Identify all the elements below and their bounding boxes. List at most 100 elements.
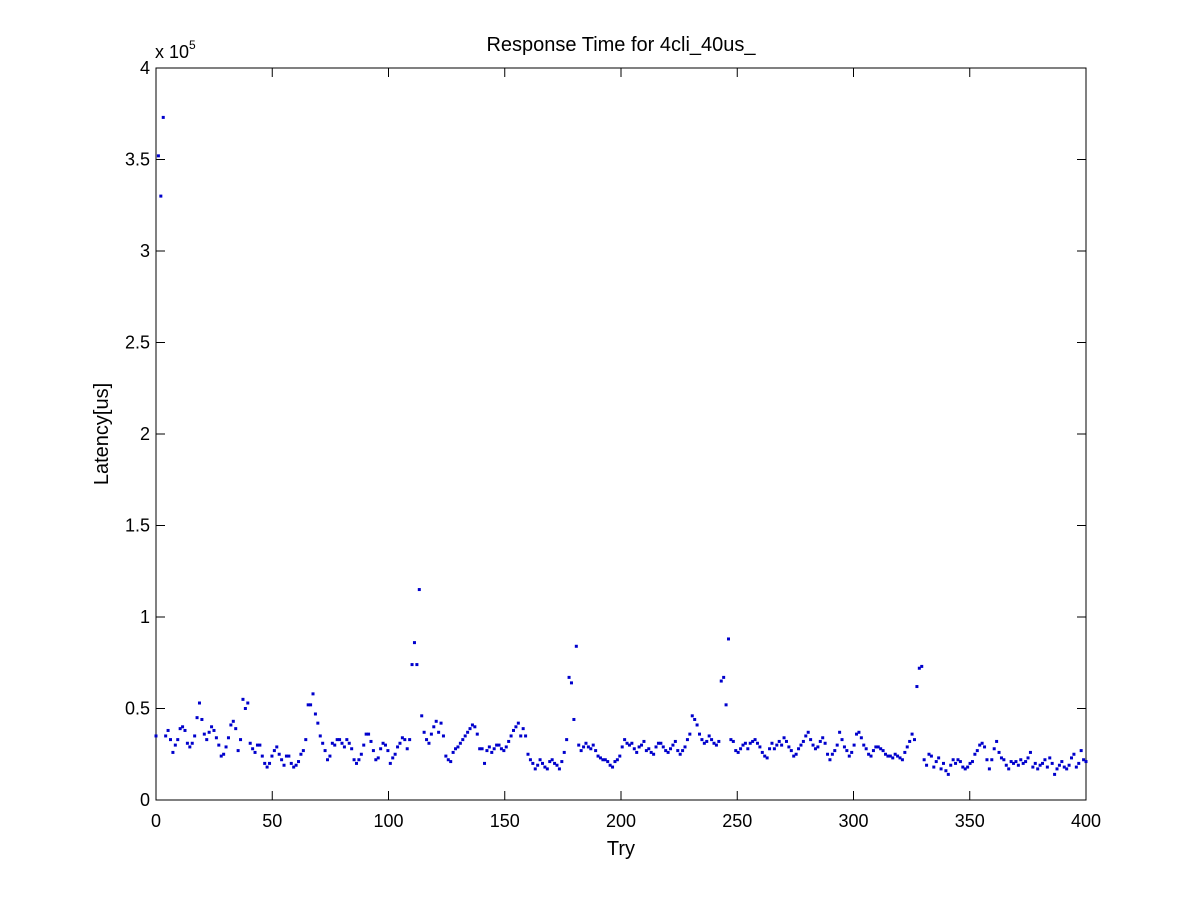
- data-point: [850, 750, 854, 754]
- data-point: [342, 745, 346, 749]
- data-point: [613, 760, 617, 764]
- data-point: [823, 741, 827, 745]
- data-point: [799, 743, 803, 747]
- data-point: [284, 754, 288, 758]
- data-point: [635, 750, 639, 754]
- data-point: [212, 728, 216, 732]
- data-point: [168, 738, 172, 742]
- data-point: [268, 761, 272, 765]
- data-point: [509, 734, 513, 738]
- y-axis-multiplier-exponent: 5: [189, 38, 196, 52]
- chart-title: Response Time for 4cli_40us_: [486, 34, 756, 56]
- data-point: [483, 761, 487, 765]
- data-point: [1007, 767, 1011, 771]
- data-point: [1019, 758, 1023, 762]
- data-point: [917, 666, 921, 670]
- data-point: [1033, 761, 1037, 765]
- data-point: [449, 760, 453, 764]
- data-point: [422, 730, 426, 734]
- data-point: [751, 739, 755, 743]
- data-point: [961, 765, 965, 769]
- data-point: [734, 749, 738, 753]
- data-point: [934, 760, 938, 764]
- data-point: [311, 692, 315, 696]
- data-point: [345, 738, 349, 742]
- data-point: [188, 745, 192, 749]
- data-point: [705, 739, 709, 743]
- data-point: [946, 772, 950, 776]
- data-point: [164, 734, 168, 738]
- data-point: [1012, 761, 1016, 765]
- data-point: [545, 767, 549, 771]
- data-point: [190, 741, 194, 745]
- data-point: [572, 717, 576, 721]
- data-point: [335, 738, 339, 742]
- data-point: [362, 743, 366, 747]
- data-point: [391, 756, 395, 760]
- data-point: [891, 756, 895, 760]
- data-point: [813, 747, 817, 751]
- x-tick-label: 100: [373, 811, 403, 831]
- data-point: [1026, 756, 1030, 760]
- data-point: [231, 719, 235, 723]
- data-point: [234, 727, 238, 731]
- data-point: [429, 732, 433, 736]
- data-point: [504, 745, 508, 749]
- data-point: [516, 721, 520, 725]
- data-point: [620, 745, 624, 749]
- data-point: [323, 749, 327, 753]
- data-point: [1070, 756, 1074, 760]
- y-tick-label: 4: [140, 58, 150, 78]
- data-point: [806, 730, 810, 734]
- data-point: [932, 765, 936, 769]
- data-point: [966, 765, 970, 769]
- data-point: [403, 738, 407, 742]
- data-point: [987, 767, 991, 771]
- data-point: [698, 732, 702, 736]
- data-point: [350, 747, 354, 751]
- data-point: [985, 758, 989, 762]
- data-point: [693, 717, 697, 721]
- data-point: [584, 741, 588, 745]
- data-point: [673, 739, 677, 743]
- data-point: [195, 716, 199, 720]
- data-point: [743, 741, 747, 745]
- data-point: [473, 725, 477, 729]
- data-point: [159, 194, 163, 198]
- data-point: [437, 730, 441, 734]
- data-point: [487, 745, 491, 749]
- data-point: [586, 745, 590, 749]
- data-point: [318, 734, 322, 738]
- data-point: [502, 749, 506, 753]
- data-point: [954, 761, 958, 765]
- data-point: [301, 749, 305, 753]
- data-point: [263, 761, 267, 765]
- data-point: [690, 714, 694, 718]
- data-point: [441, 734, 445, 738]
- data-point: [656, 741, 660, 745]
- data-point: [574, 644, 578, 648]
- data-point: [975, 749, 979, 753]
- data-point: [466, 730, 470, 734]
- data-point: [731, 739, 735, 743]
- data-point: [364, 732, 368, 736]
- data-point: [852, 743, 856, 747]
- data-point: [683, 745, 687, 749]
- data-point: [470, 723, 474, 727]
- data-point: [700, 738, 704, 742]
- data-point: [845, 749, 849, 753]
- data-point: [1024, 760, 1028, 764]
- data-point: [425, 738, 429, 742]
- data-point: [197, 701, 201, 705]
- data-point: [598, 756, 602, 760]
- data-point: [681, 749, 685, 753]
- data-point: [550, 758, 554, 762]
- data-point: [328, 754, 332, 758]
- data-point: [999, 756, 1003, 760]
- data-point: [514, 725, 518, 729]
- data-point: [219, 754, 223, 758]
- data-point: [512, 728, 516, 732]
- data-point: [468, 727, 472, 731]
- data-point: [381, 741, 385, 745]
- data-point: [265, 765, 269, 769]
